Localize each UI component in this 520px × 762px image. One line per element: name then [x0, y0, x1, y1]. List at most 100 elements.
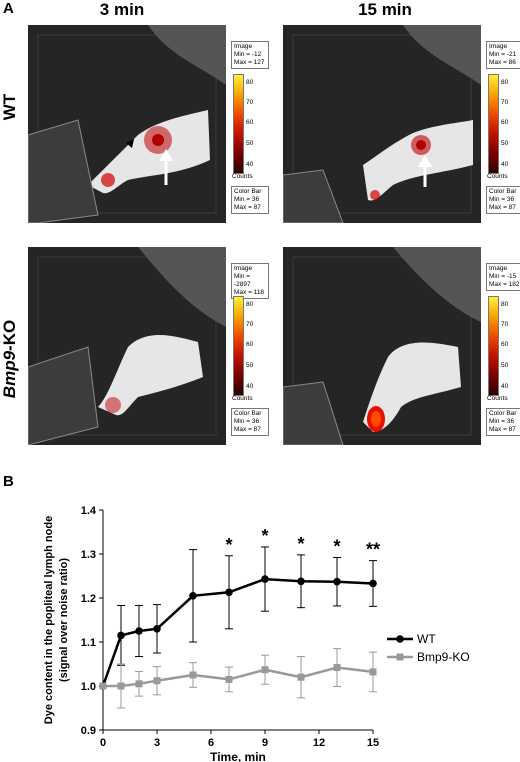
cbar-tick: 60 — [246, 119, 254, 126]
image-max: Max = 182 — [489, 281, 520, 288]
colorbar-min: Min = 36 — [489, 196, 515, 203]
colorbar-head: Color Bar — [489, 410, 517, 417]
cbar-tick: 80 — [501, 79, 509, 86]
colorbar-info-box-wt-15min: Color Bar Min = 36 Max = 87 — [486, 186, 520, 214]
image-max: Max = 127 — [234, 59, 265, 66]
colorbar-min: Min = 36 — [234, 196, 260, 203]
colorbar-info-box-ko-3min: Color Bar Min = 36 Max = 87 — [231, 408, 269, 436]
image-wt-3min — [28, 25, 226, 223]
data-point-ko — [333, 664, 341, 672]
colorbar-wt-15min — [488, 74, 499, 174]
data-point-wt — [189, 592, 197, 600]
row-label-bmp9-italic: Bmp9 — [0, 350, 19, 399]
cbar-tick: 40 — [501, 161, 509, 168]
significance-marker: * — [333, 537, 340, 557]
legend-marker-wt — [396, 635, 404, 643]
data-point-ko — [189, 671, 197, 679]
counts-label: Counts — [232, 173, 253, 180]
panel-b-label: B — [3, 473, 14, 490]
cbar-tick: 70 — [246, 99, 254, 106]
cbar-tick: 60 — [501, 119, 509, 126]
image-info-head: Image — [234, 265, 253, 272]
y-axis-title-line1: Dye content in the popliteal lymph node — [43, 516, 55, 724]
data-point-ko — [297, 673, 305, 681]
x-tick-label: 12 — [313, 737, 325, 749]
image-info-box-wt-15min: Image Min = -21 Max = 86 — [486, 41, 520, 69]
cbar-tick: 50 — [246, 140, 254, 147]
counts-label: Counts — [232, 395, 253, 402]
chart-series — [99, 546, 377, 709]
image-wt-15min — [283, 25, 481, 223]
data-point-wt — [225, 588, 233, 597]
data-point-wt — [117, 631, 125, 640]
colorbar-max: Max = 87 — [489, 426, 516, 433]
row-label-ko-suffix: -KO — [0, 319, 19, 351]
data-point-wt — [369, 579, 377, 588]
mouse-image-wt-15min — [283, 25, 481, 223]
legend-label-ko: Bmp9-KO — [417, 650, 470, 664]
column-title-15min: 15 min — [358, 0, 412, 19]
colorbar-max: Max = 87 — [489, 204, 516, 211]
significance-marker: ** — [366, 540, 380, 560]
cbar-tick: 80 — [246, 301, 254, 308]
mouse-image-ko-15min — [283, 247, 481, 445]
series-line-wt — [101, 577, 374, 687]
image-ko-15min — [283, 247, 481, 445]
image-info-head: Image — [489, 265, 508, 272]
image-info-box-ko-3min: Image Min = -2897 Max = 118 — [231, 263, 269, 299]
data-point-wt — [297, 577, 305, 586]
cbar-tick: 50 — [501, 362, 509, 369]
colorbar-head: Color Bar — [234, 410, 262, 417]
x-tick-label: 6 — [208, 737, 214, 749]
cbar-tick: 80 — [246, 79, 254, 86]
x-tick-label: 0 — [100, 737, 106, 749]
y-tick-label: 1.1 — [81, 637, 96, 649]
image-min: Min = -21 — [489, 51, 517, 58]
row-label-bmp9-ko: Bmp9-KO — [0, 304, 20, 414]
cbar-tick: 40 — [501, 383, 509, 390]
mouse-image-ko-3min — [28, 247, 226, 445]
y-tick-label: 1.3 — [81, 549, 96, 561]
data-point-ko — [225, 675, 233, 683]
image-info-box-wt-3min: Image Min = -12 Max = 127 — [231, 41, 269, 69]
data-point-wt — [135, 627, 143, 635]
colorbar-min: Min = 36 — [489, 418, 515, 425]
data-point-ko — [135, 680, 143, 688]
cbar-tick: 40 — [246, 383, 254, 390]
colorbar-max: Max = 87 — [234, 426, 261, 433]
mouse-image-wt-3min — [28, 25, 226, 223]
image-min: Min = -12 — [234, 51, 262, 58]
colorbar-wt-3min — [233, 74, 244, 174]
significance-marker: * — [261, 526, 268, 546]
series-line-ko — [103, 666, 374, 688]
cbar-tick: 50 — [501, 140, 509, 147]
row-label-wt: WT — [0, 93, 19, 121]
image-info-head: Image — [234, 43, 253, 50]
colorbar-min: Min = 36 — [234, 418, 260, 425]
image-max: Max = 118 — [234, 289, 265, 296]
chart-annotations: * * * * ** — [225, 526, 380, 560]
colorbar-info-box-ko-15min: Color Bar Min = 36 Max = 87 — [486, 408, 520, 436]
y-tick-label: 1.2 — [81, 593, 96, 605]
chart-legend: WT Bmp9-KO — [387, 632, 470, 664]
image-info-head: Image — [489, 43, 508, 50]
colorbar-head: Color Bar — [489, 188, 517, 195]
data-point-ko — [369, 668, 377, 676]
cbar-tick: 70 — [501, 99, 509, 106]
y-tick-label: 0.9 — [81, 725, 96, 737]
legend-marker-ko — [396, 653, 404, 661]
y-tick-label: 1.4 — [81, 505, 97, 517]
image-max: Max = 86 — [489, 59, 516, 66]
data-point-wt — [333, 577, 341, 586]
colorbar-info-box-wt-3min: Color Bar Min = 36 Max = 87 — [231, 186, 269, 214]
data-point-ko — [117, 682, 125, 690]
cbar-tick: 70 — [501, 321, 509, 328]
data-point-ko — [261, 666, 269, 674]
significance-marker: * — [297, 534, 304, 554]
counts-label: Counts — [487, 395, 508, 402]
x-tick-label: 3 — [154, 737, 160, 749]
cbar-tick: 60 — [246, 341, 254, 348]
cbar-tick: 50 — [246, 362, 254, 369]
colorbar-max: Max = 87 — [234, 204, 261, 211]
y-axis-title-line2: (signal over noise ratio) — [58, 558, 70, 682]
